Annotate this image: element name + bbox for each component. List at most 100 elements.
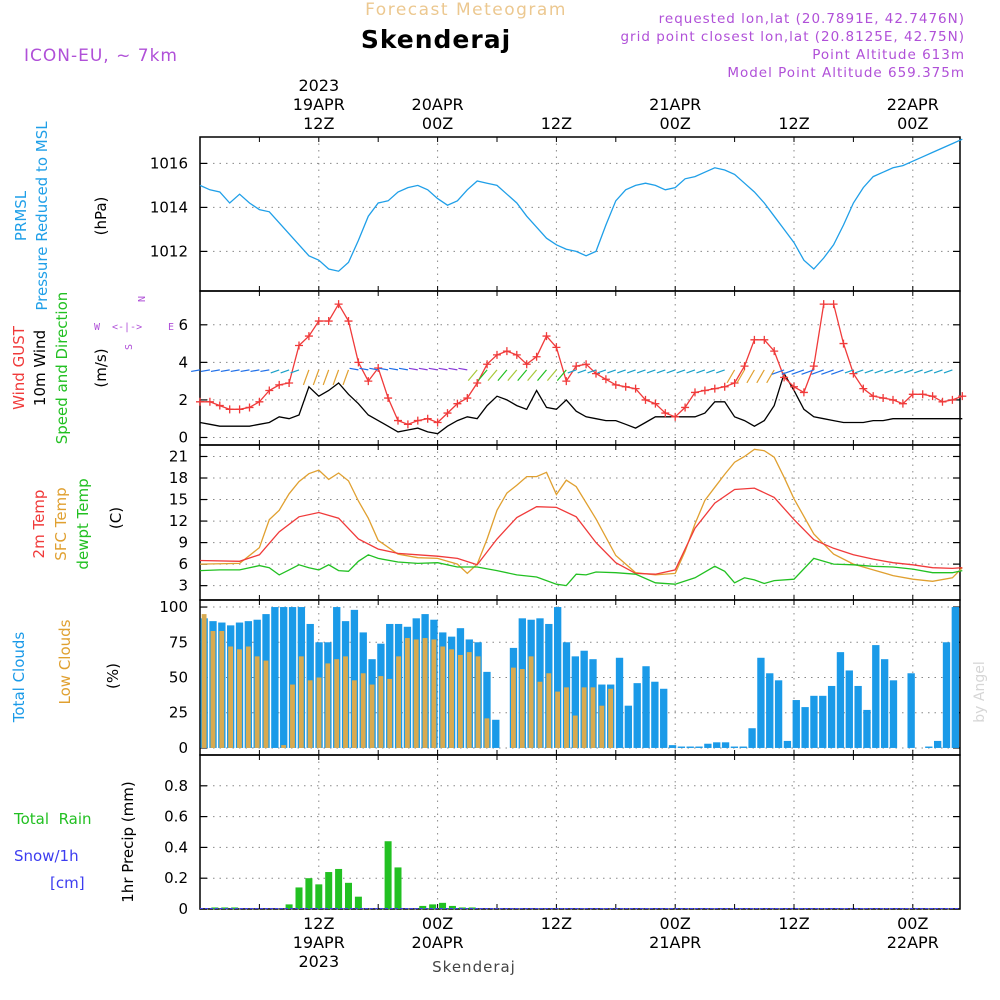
- wind-direction-arrow: [332, 369, 340, 386]
- compass-w: W: [94, 322, 101, 333]
- compass-s: S: [124, 344, 135, 350]
- low-cloud-bar: [245, 646, 251, 748]
- gust-marker: [799, 388, 808, 397]
- wind-direction-arrow: [686, 369, 696, 374]
- precip-ytick-label: 0.4: [164, 838, 188, 856]
- low-cloud-bar: [422, 638, 428, 748]
- clouds-ytick-label: 25: [169, 704, 188, 722]
- low-cloud-bar: [599, 705, 605, 748]
- low-cloud-bar: [228, 646, 234, 748]
- wind-direction-arrow: [290, 369, 300, 374]
- wind-ytick-label: 2: [178, 391, 188, 409]
- rain-label: Total Rain: [13, 810, 92, 828]
- top-time-label: 21APR: [649, 95, 701, 114]
- gust-marker: [780, 373, 789, 382]
- total-cloud-bar: [271, 607, 279, 748]
- total-cloud-bar: [704, 743, 712, 748]
- total-cloud-bar: [571, 656, 579, 748]
- wind-direction-arrow: [607, 369, 617, 374]
- total-cloud-bar: [553, 607, 562, 748]
- wind-direction-arrow: [884, 369, 894, 374]
- low-cloud-bar: [546, 673, 552, 748]
- t2m-label: 2m Temp: [30, 490, 48, 559]
- total-cloud-bar: [280, 607, 288, 748]
- low-cloud-bar: [307, 680, 313, 748]
- precip-panel: 0 0.2 0.4 0.6 0.8: [164, 754, 961, 918]
- compass-rose: N <-|-> W E S: [94, 296, 174, 350]
- rain-bar: [429, 904, 437, 909]
- clouds-ytick-label: 75: [169, 633, 188, 651]
- temp-unit: (C): [107, 507, 125, 529]
- gust-marker: [592, 369, 600, 378]
- total-cloud-bar: [845, 670, 853, 748]
- gust-marker: [681, 403, 690, 412]
- low-cloud-bar: [457, 654, 463, 748]
- gust-marker: [691, 388, 699, 397]
- gust-marker: [641, 395, 650, 404]
- bottom-time-label: 21APR: [649, 933, 701, 952]
- low-cloud-bar: [298, 656, 304, 748]
- wind-direction-arrow: [666, 369, 676, 374]
- gust-marker: [542, 332, 551, 341]
- gust-marker: [928, 392, 937, 401]
- compass-e: E: [168, 322, 174, 333]
- gust-marker: [879, 394, 888, 403]
- requested-coords: requested lon,lat (20.7891E, 42.7476N): [659, 11, 965, 27]
- pressure-ytick-label: 1012: [150, 242, 188, 260]
- total-cloud-bar: [889, 680, 898, 748]
- total-cloud-bar: [951, 607, 959, 748]
- wind-direction-arrow: [597, 369, 607, 374]
- low-cloud-bar: [325, 663, 331, 748]
- pressure-ytick-label: 1016: [150, 154, 188, 172]
- low-cloud-bar: [528, 656, 534, 748]
- gust-label: Wind GUST: [10, 325, 28, 410]
- clouds-ytick-label: 0: [178, 739, 188, 757]
- low-cloud-bar: [290, 684, 295, 748]
- total-cloud-bar: [633, 683, 641, 748]
- gust-marker: [809, 362, 818, 371]
- wind10-line: [199, 371, 963, 435]
- gust-marker: [651, 399, 660, 408]
- rain-bar: [448, 905, 456, 909]
- gust-marker: [790, 382, 798, 391]
- bottom-time-label: 00Z: [422, 914, 453, 933]
- total-cloud-bar: [757, 657, 765, 748]
- total-cloud-bar: [713, 742, 721, 748]
- wind-direction-arrow: [398, 367, 409, 371]
- wind-direction-arrow: [270, 369, 280, 374]
- total-cloud-bar: [766, 673, 774, 748]
- low-cloud-bar: [555, 691, 561, 748]
- gust-marker: [700, 386, 709, 395]
- gust-marker: [512, 350, 521, 359]
- wind-direction-arrow: [191, 369, 201, 373]
- wind-direction-arrow: [507, 369, 518, 381]
- wind-direction-arrow: [408, 367, 418, 371]
- gust-marker: [473, 379, 482, 388]
- total-cloud-bar: [492, 719, 500, 748]
- wind-direction-arrow: [943, 369, 953, 374]
- low-cloud-bar: [210, 631, 216, 748]
- wind-direction-arrow: [636, 369, 646, 374]
- wind10-label: 10m Wind: [31, 330, 49, 406]
- wind-direction-arrow: [220, 369, 230, 373]
- precip-frame: [199, 754, 961, 910]
- wind-direction-arrow: [706, 369, 716, 374]
- top-time-label: 00Z: [660, 114, 691, 133]
- gust-marker: [869, 392, 878, 401]
- low-cloud-bar: [254, 656, 260, 748]
- total-cloud-bar: [651, 681, 659, 748]
- footer-station: Skenderaj: [432, 958, 516, 976]
- grid-point-coords: grid point closest lon,lat (20.8125E, 42…: [620, 29, 965, 45]
- total-cloud-bar: [792, 700, 800, 748]
- rain-bar: [221, 907, 229, 909]
- rain-bar: [439, 902, 447, 909]
- precip-ytick-label: 0.6: [164, 808, 188, 826]
- wind-direction-arrow: [260, 369, 270, 373]
- gust-marker: [423, 414, 432, 423]
- low-cloud-bar: [413, 639, 419, 748]
- wind-direction-arrow: [781, 369, 795, 375]
- wind-direction-arrow: [626, 369, 636, 374]
- bottom-time-label: 00Z: [897, 914, 928, 933]
- rain-bar: [354, 896, 362, 909]
- low-cloud-bar: [281, 745, 287, 748]
